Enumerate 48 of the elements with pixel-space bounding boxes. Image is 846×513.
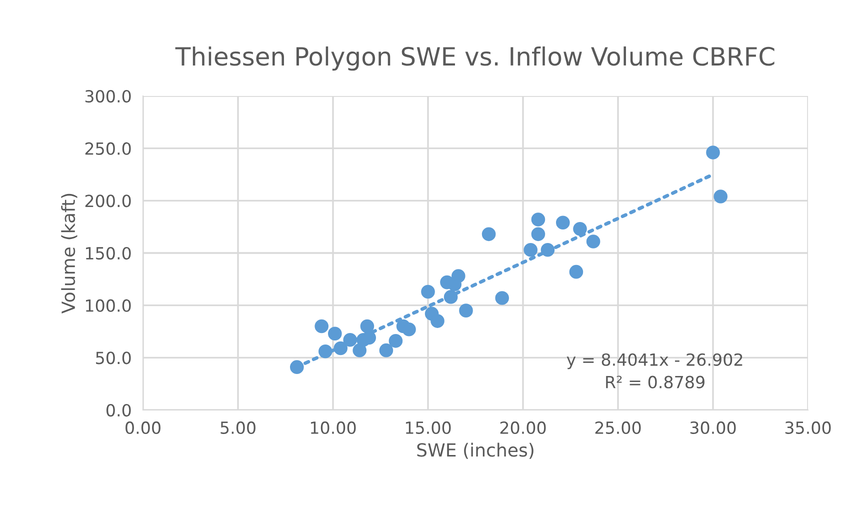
point [586, 234, 600, 248]
point [714, 190, 728, 204]
x-tick-label: 25.00 [595, 421, 641, 434]
point [495, 291, 510, 305]
point [360, 319, 374, 334]
point [290, 360, 304, 374]
point [430, 314, 444, 328]
x-tick-label: 10.00 [310, 421, 356, 434]
point [314, 319, 329, 334]
point [352, 343, 367, 358]
point [421, 284, 435, 299]
point [531, 212, 546, 226]
point [569, 264, 584, 279]
point [388, 334, 403, 348]
y-tick-label: 100.0 [86, 299, 131, 312]
point [402, 322, 416, 336]
annotation: y = 8.4041x - 26.902 R² = 0.8789 [566, 353, 742, 388]
y-tick-label: 0.0 [106, 404, 131, 417]
x-tick-label: 15.00 [406, 421, 451, 434]
point [482, 227, 496, 242]
point [318, 344, 332, 358]
y-tick-label: 150.0 [86, 246, 131, 260]
point [334, 341, 348, 356]
point [459, 304, 473, 318]
x-tick-label: 35.00 [785, 421, 831, 434]
x-tick-label: 0.00 [126, 421, 160, 434]
point [573, 222, 587, 236]
y-axis-title: Volume (kaft) [61, 194, 78, 314]
point [343, 332, 358, 347]
point [362, 330, 376, 345]
point [328, 326, 342, 340]
point [444, 290, 458, 304]
y-tick-label: 300.0 [85, 90, 131, 103]
x-axis-title: SWE (inches) [417, 442, 534, 459]
y-tick-label: 250.0 [85, 142, 131, 155]
point [451, 269, 466, 283]
point [524, 242, 538, 257]
point [556, 216, 570, 230]
point [540, 242, 555, 257]
point [379, 343, 394, 358]
point [531, 227, 546, 242]
chart-title: Thiessen Polygon SWE vs. Inflow Volume CBRFC [175, 46, 774, 71]
y-tick-label: 200.0 [85, 194, 131, 208]
x-tick-label: 20.00 [500, 421, 546, 434]
x-tick-label: 5.00 [220, 421, 256, 434]
point [706, 146, 720, 160]
x-tick-label: 30.00 [690, 421, 736, 434]
y-tick-label: 50.0 [96, 352, 131, 364]
